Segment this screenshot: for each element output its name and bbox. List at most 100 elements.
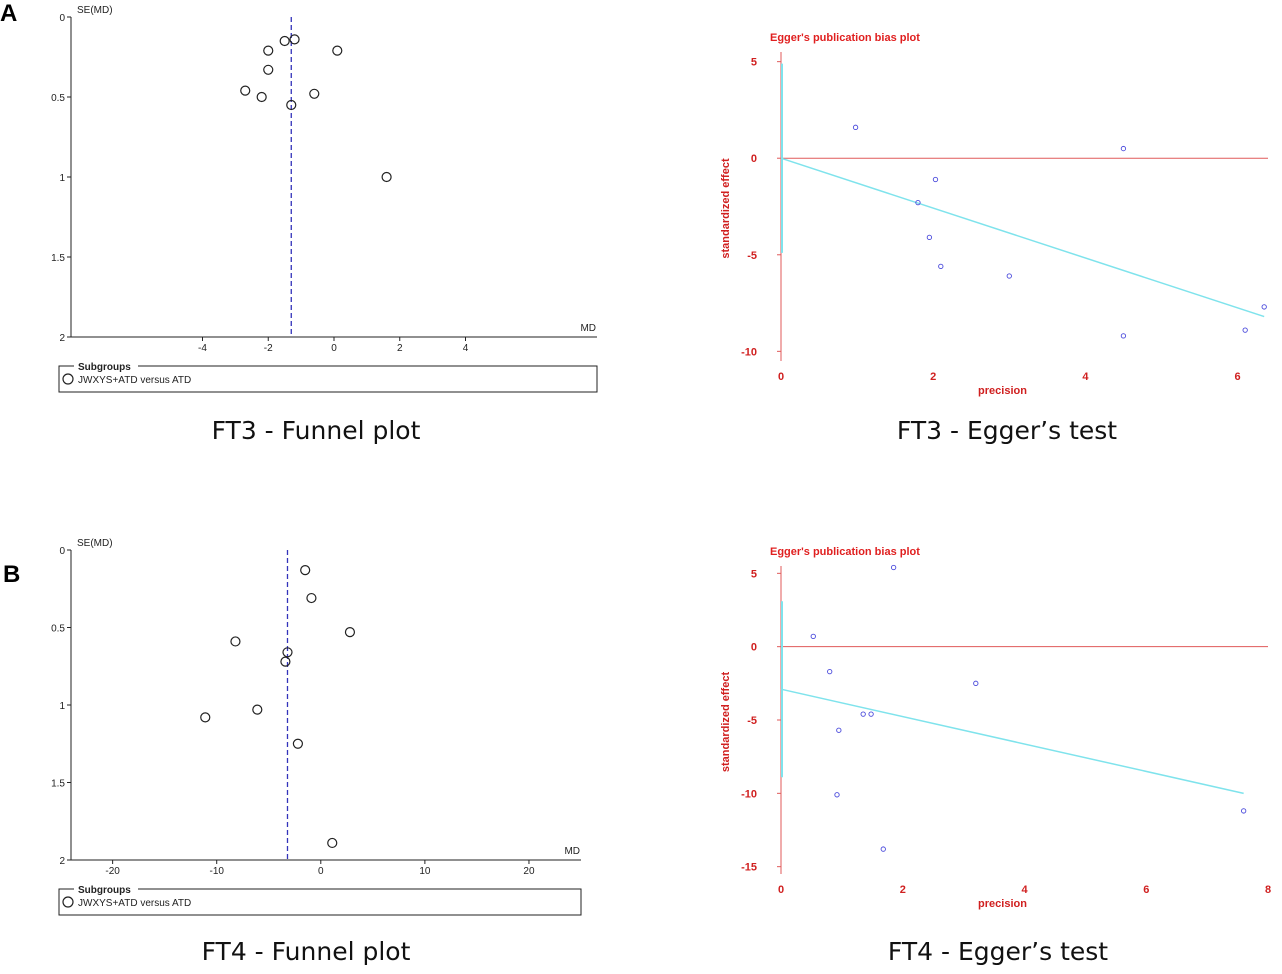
ft4-egger-y-tick-label: 0 xyxy=(751,642,757,654)
ft4-funnel-study-point xyxy=(306,592,317,604)
ft4-funnel-y-tick-label: 0 xyxy=(59,546,65,557)
ft4-funnel-legend-title: Subgroups xyxy=(78,885,131,896)
ft3-funnel-study-point xyxy=(263,64,274,75)
ft4-funnel-y-tick-label: 1 xyxy=(59,701,65,712)
ft3-egger-x-axis-label: precision xyxy=(978,385,1027,397)
ft3-egger-y-tick-label: 5 xyxy=(751,57,757,69)
ft3-egger-study-point xyxy=(1120,145,1127,152)
ft4-egger-caption: FT4 - Egger’s test xyxy=(887,937,1109,966)
ft4-funnel-x-tick-label: 10 xyxy=(419,866,431,877)
ft4-funnel-legend-title-bg xyxy=(74,883,138,895)
ft3-funnel-legend-title-bg xyxy=(74,360,138,372)
ft3-egger-study-point xyxy=(915,199,921,206)
ft4-egger-study-point xyxy=(836,727,842,733)
ft4-egger-x-tick-label: 2 xyxy=(900,884,906,896)
ft4-funnel-study-point xyxy=(252,704,263,715)
ft3-funnel-y-tick-label: 0.5 xyxy=(51,93,65,104)
ft4-funnel-legend-entry: JWXYS+ATD versus ATD xyxy=(78,898,191,909)
ft4-funnel-x-axis-label: MD xyxy=(564,846,580,857)
ft4-egger-study-point xyxy=(868,711,874,717)
ft4-funnel-y-tick-label: 1.5 xyxy=(51,779,65,790)
ft3-egger-study-point xyxy=(1242,327,1248,333)
ft3-egger-study-point xyxy=(1261,304,1267,310)
ft3-funnel-study-point xyxy=(289,34,300,45)
ft3-funnel-caption: FT3 - Funnel plot xyxy=(211,416,421,445)
ft4-funnel-y-tick-label: 2 xyxy=(59,856,65,867)
ft3-funnel-x-tick-label: -4 xyxy=(198,343,207,354)
ft4-funnel-legend-marker xyxy=(62,896,74,908)
ft3-egger-study-point xyxy=(932,176,939,183)
ft3-funnel-x-tick-label: 0 xyxy=(331,343,337,354)
ft3-funnel-y-tick-label: 2 xyxy=(59,333,65,344)
ft4-funnel-legend-box xyxy=(58,888,582,916)
ft4-funnel-x-tick-label: -20 xyxy=(105,866,120,877)
ft4-funnel-study-point xyxy=(282,647,293,658)
ft4-egger-y-axis-label: standardized effect xyxy=(720,672,732,773)
ft3-funnel-legend-title: Subgroups xyxy=(78,362,131,373)
ft3-funnel-y-tick-label: 0 xyxy=(59,13,65,24)
ft4-egger-x-tick-label: 0 xyxy=(778,884,784,896)
ft4-egger-title: Egger's publication bias plot xyxy=(770,546,920,558)
ft3-egger-y-axis-label: standardized effect xyxy=(720,158,732,259)
ft4-funnel-study-point xyxy=(292,738,303,749)
ft3-funnel-y-axis-label: SE(MD) xyxy=(77,5,113,16)
ft4-egger-study-point xyxy=(827,668,833,675)
ft3-egger-x-tick-label: 0 xyxy=(778,371,784,383)
ft3-egger-x-tick-label: 6 xyxy=(1235,371,1241,383)
ft4-egger-study-point xyxy=(890,564,897,571)
ft4-funnel-study-point xyxy=(327,837,338,849)
ft3-funnel-y-tick-label: 1 xyxy=(59,173,65,184)
ft4-egger-x-tick-label: 6 xyxy=(1143,884,1149,896)
ft3-egger-study-point xyxy=(926,234,933,241)
ft4-funnel-y-axis-label: SE(MD) xyxy=(77,538,113,549)
ft4-funnel-study-point xyxy=(344,627,356,638)
ft3-funnel-study-point xyxy=(286,99,297,111)
ft3-egger-study-point xyxy=(1006,273,1012,279)
ft3-funnel-x-axis-label: MD xyxy=(580,323,596,334)
ft4-funnel-x-tick-label: 0 xyxy=(318,866,324,877)
ft4-egger-study-point xyxy=(860,711,866,717)
ft3-funnel-legend-box xyxy=(58,365,598,393)
ft4-egger-study-point xyxy=(834,792,840,798)
ft4-egger-x-axis-label: precision xyxy=(978,898,1027,910)
ft3-funnel-study-point xyxy=(256,91,267,103)
ft3-funnel-x-tick-label: 2 xyxy=(397,343,403,354)
ft4-egger-study-point xyxy=(880,846,886,852)
ft4-funnel-x-tick-label: -10 xyxy=(209,866,224,877)
ft3-egger-caption: FT3 - Egger’s test xyxy=(896,416,1118,445)
ft3-egger-x-tick-label: 4 xyxy=(1082,371,1089,383)
ft3-funnel-legend-marker xyxy=(62,373,74,385)
ft4-egger-x-tick-label: 8 xyxy=(1265,884,1271,896)
ft4-egger-x-tick-label: 4 xyxy=(1021,884,1028,896)
ft4-egger-y-tick-label: 5 xyxy=(751,568,757,580)
ft4-funnel-caption: FT4 - Funnel plot xyxy=(201,937,411,966)
panel-letter-a: A xyxy=(0,0,18,27)
ft3-egger-study-point xyxy=(852,124,859,130)
ft3-funnel-y-tick-label: 1.5 xyxy=(51,253,65,264)
ft4-egger-study-point xyxy=(810,633,816,640)
ft4-funnel-x-tick-label: 20 xyxy=(523,866,535,877)
ft3-funnel-x-tick-label: 4 xyxy=(463,343,469,354)
ft3-egger-regression-line xyxy=(780,157,1265,318)
ft4-funnel-y-tick-label: 0.5 xyxy=(51,624,65,635)
ft3-egger-study-point xyxy=(938,263,944,270)
ft3-funnel-study-point xyxy=(381,171,392,183)
ft4-egger-study-point xyxy=(1241,808,1247,814)
ft4-funnel-study-point xyxy=(300,565,311,576)
ft3-egger-study-point xyxy=(1120,333,1127,339)
ft4-funnel-study-point xyxy=(280,656,291,667)
ft3-egger-y-tick-label: 0 xyxy=(751,153,757,165)
ft3-funnel-x-tick-label: -2 xyxy=(264,343,273,354)
ft4-egger-y-tick-label: -5 xyxy=(747,715,757,727)
ft3-funnel-study-point xyxy=(240,85,251,96)
ft3-funnel-legend-entry: JWXYS+ATD versus ATD xyxy=(78,375,191,386)
ft4-egger-regression-line xyxy=(780,688,1244,795)
ft4-egger-study-point xyxy=(973,680,979,686)
ft4-egger-y-tick-label: -10 xyxy=(741,788,757,800)
ft3-egger-x-tick-label: 2 xyxy=(930,371,936,383)
ft3-funnel-study-point xyxy=(309,88,320,99)
ft3-egger-title: Egger's publication bias plot xyxy=(770,32,920,44)
ft3-egger-y-tick-label: -5 xyxy=(747,250,757,262)
ft4-funnel-study-point xyxy=(230,636,241,647)
